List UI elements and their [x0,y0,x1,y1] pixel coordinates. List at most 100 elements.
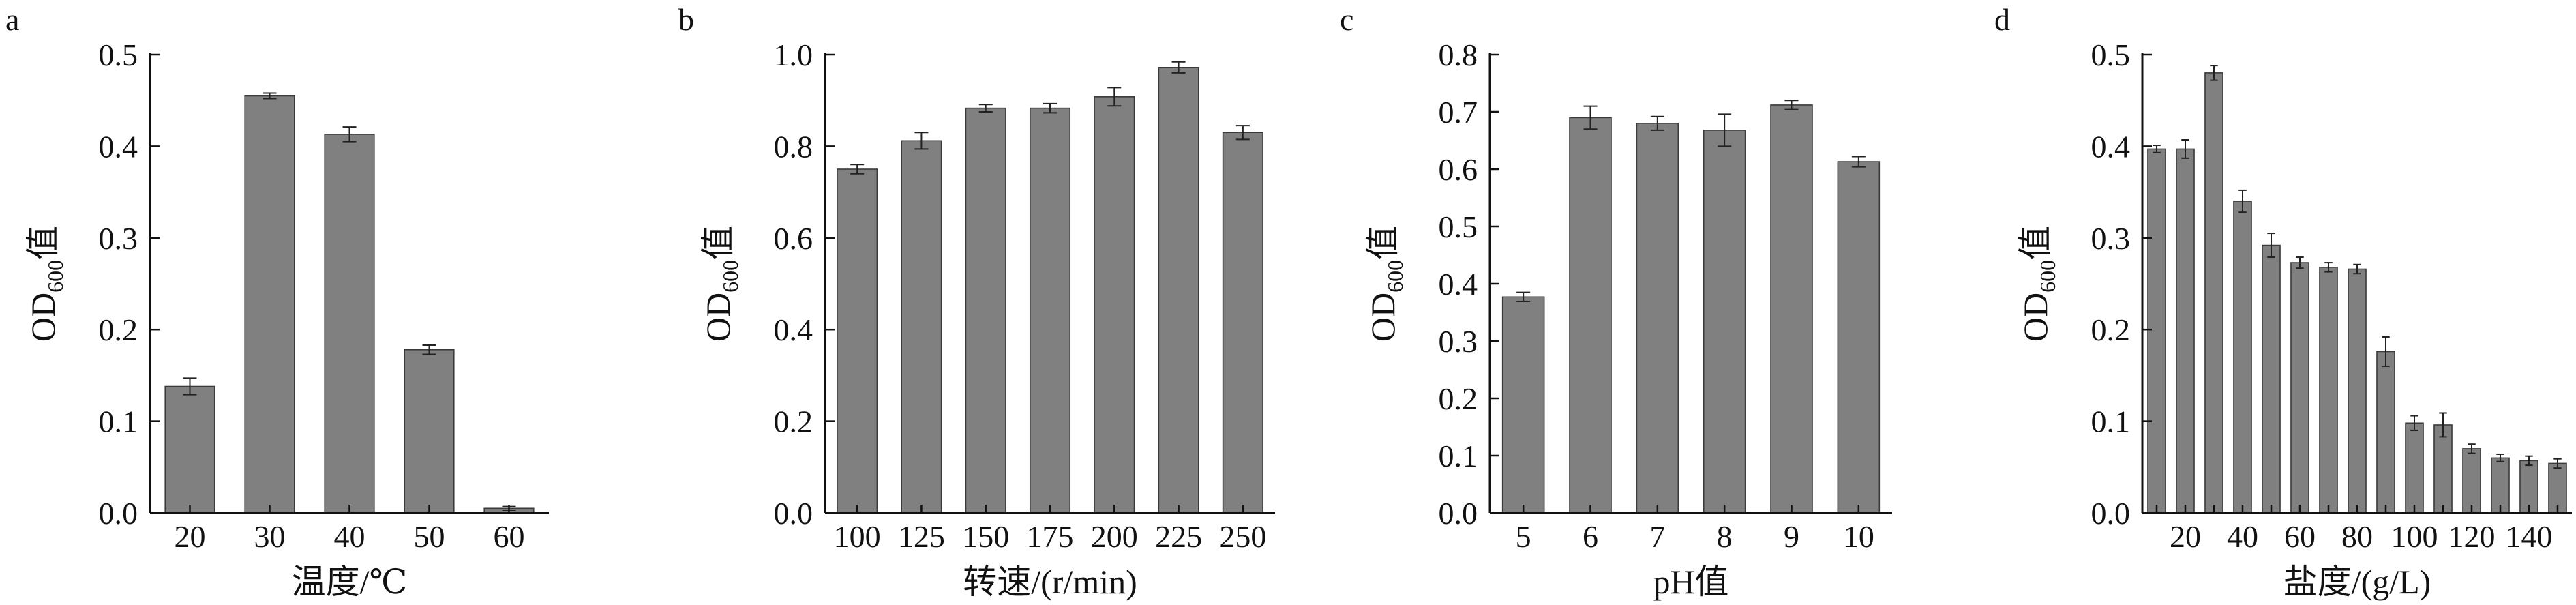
x-tick-label: 10 [1843,519,1874,554]
panel-letter: c [1340,2,1353,37]
y-axis-title: OD600值 [2016,226,2060,342]
error-bar [2439,412,2447,438]
y-axis-title-main: OD [24,293,62,342]
x-tick-label: 5 [1516,519,1531,554]
x-tick-label: 100 [2391,519,2438,554]
bar [1158,67,1199,514]
bar [2262,244,2281,514]
bar [1029,107,1071,514]
y-axis-title-subscript: 600 [2035,260,2060,293]
x-tick-label: 20 [2170,519,2201,554]
bar [2519,460,2538,514]
x-axis-title: 盐度/(g/L) [2283,563,2431,601]
bar [901,140,942,514]
y-axis-title-suffix: 值 [24,226,62,260]
error-bar [2153,145,2161,153]
chart-panel-d: d 0.0 0.1 0.2 0.3 0.4 0.5 20 40 60 80 100 120 140 盐度/(… [1994,2,2572,601]
x-tick-label: 100 [834,519,881,554]
error-bar [2238,189,2247,213]
error-bar [2496,453,2504,462]
error-bar [1043,102,1057,114]
x-tick-label: 40 [2227,519,2258,554]
x-tick-label: 30 [254,519,286,554]
y-axis-title-suffix: 值 [2016,226,2054,260]
y-tick-label: 0.1 [1439,439,1478,473]
x-tick-label: 40 [334,519,365,554]
y-tick-label: 0.2 [774,404,813,439]
chart-panel-c: c 0.0 0.1 0.2 0.3 0.4 0.5 0.6 0.7 0.8 5 6 7 8 9 10 pH值 OD… [1340,2,1892,601]
x-axis-title: 转速/(r/min) [963,563,1137,601]
error-bar [1516,291,1531,303]
bar [965,107,1006,514]
error-bar [263,92,277,100]
bar [2405,422,2424,514]
bar [1770,104,1813,514]
error-bar [2296,256,2304,269]
x-axis-title: 温度/℃ [292,563,408,601]
y-axis-title-main: OD [1364,293,1402,342]
bar [2348,268,2367,514]
y-tick-label: 0.2 [2091,312,2131,347]
y-axis-title-subscript: 600 [43,260,68,293]
error-bar [2324,262,2333,273]
y-axis-title: OD600值 [699,226,743,342]
y-axis-title-suffix: 值 [699,226,737,260]
error-bar [978,104,993,113]
x-tick-label: 125 [898,519,945,554]
bar [2204,72,2223,514]
y-tick-label: 0.0 [1439,496,1478,531]
x-tick-label: 60 [494,519,525,554]
y-tick-label: 0.3 [1439,324,1478,359]
error-bar [1235,125,1250,141]
y-tick-label: 0.8 [1439,38,1478,72]
y-tick-label: 1.0 [774,38,813,72]
error-bar [1851,156,1866,168]
y-axis-title-subscript: 600 [1383,260,1407,293]
y-tick-label: 0.8 [774,129,813,164]
y-tick-label: 0.1 [2091,404,2131,439]
y-tick-label: 0.2 [99,312,138,347]
y-tick-label: 0.0 [2091,496,2131,531]
panel-letter: a [5,2,19,37]
x-tick-label: 140 [2506,519,2553,554]
bar [244,95,295,514]
x-tick-label: 80 [2341,519,2373,554]
error-bar [2353,263,2361,275]
bar [1222,132,1263,514]
error-bar [850,164,865,175]
y-tick-label: 0.4 [2091,129,2131,164]
y-tick-label: 0.2 [1439,381,1478,416]
y-tick-label: 0.4 [774,312,813,347]
y-tick-label: 0.0 [99,496,138,531]
bar [1569,117,1612,514]
bar [2290,262,2309,514]
y-tick-label: 0.4 [99,129,138,164]
error-bar [342,126,357,143]
bar [837,168,878,514]
x-tick-label: 60 [2284,519,2316,554]
error-bar [422,344,436,355]
y-tick-label: 0.5 [1439,209,1478,244]
bar [324,134,375,514]
bar [2233,201,2252,514]
bar [1703,130,1746,514]
x-tick-label: 6 [1583,519,1598,554]
x-tick-label: 50 [414,519,445,554]
error-bar [2210,65,2218,81]
error-bar [2468,443,2476,454]
chart-panel-b: b 0.0 0.2 0.4 0.6 0.8 1.0 100 125 150 175 200 225 250… [678,2,1275,601]
error-bar [2267,233,2275,259]
bar [1837,161,1881,514]
bar [2147,148,2166,514]
y-axis-title-suffix: 值 [1364,226,1402,260]
error-bar [1583,105,1598,130]
bar [2548,462,2567,514]
x-tick-label: 175 [1027,519,1074,554]
error-bar [914,132,929,150]
bar [2433,424,2453,514]
bar [2319,267,2338,514]
y-tick-label: 0.6 [774,221,813,256]
bar [164,385,215,514]
bar [2176,148,2195,514]
